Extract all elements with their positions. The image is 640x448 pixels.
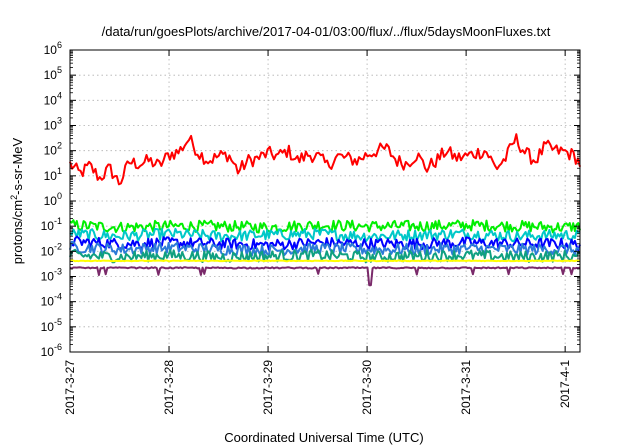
series-line-7 — [69, 259, 581, 263]
y-tick-label: 105 — [44, 65, 62, 82]
x-axis-label: Coordinated Universal Time (UTC) — [224, 430, 423, 445]
series-line-2 — [69, 219, 581, 234]
x-tick-label: 2017-3-28 — [162, 360, 176, 415]
series-line-3 — [69, 227, 581, 243]
y-tick-label: 104 — [44, 90, 62, 107]
y-axis-label-sup: 2 — [9, 195, 19, 200]
grid — [69, 50, 580, 352]
y-tick-label: 10-3 — [41, 267, 62, 284]
series-line-1 — [69, 133, 581, 186]
y-tick-label: 103 — [44, 116, 62, 133]
y-tick-label: 10-2 — [41, 241, 62, 258]
x-tick-label: 2017-3-29 — [261, 360, 275, 415]
y-tick-label: 10-1 — [41, 216, 62, 233]
x-tick-label: 2017-3-31 — [459, 360, 473, 415]
chart-title: /data/run/goesPlots/archive/2017-04-01/0… — [102, 24, 551, 39]
x-tick-label: 2017-4-1 — [558, 360, 572, 408]
y-axis-label-rest: -s-sr-MeV — [10, 137, 25, 194]
y-axis-label-main: protons/cm — [10, 200, 25, 264]
y-tick-label: 10-5 — [41, 317, 62, 334]
y-tick-label: 102 — [44, 141, 62, 158]
series-group — [69, 133, 581, 287]
y-tick-label: 101 — [44, 166, 62, 183]
y-tick-label: 10-4 — [41, 292, 62, 309]
x-tick-label: 2017-3-27 — [63, 360, 77, 415]
x-tick-label: 2017-3-30 — [360, 360, 374, 415]
x-axis: 2017-3-27 2017-3-28 2017-3-29 2017-3-30 2017… — [63, 50, 572, 415]
series-line-8 — [69, 266, 581, 287]
y-axis-label: protons/cm2-s-sr-MeV — [9, 137, 25, 264]
y-tick-label: 10-6 — [41, 342, 62, 359]
y-axis: 10-6 10-5 10-4 10-3 10-2 10-1 100 101 102 103 104 1… — [41, 40, 580, 359]
series-line-5 — [69, 240, 581, 257]
y-tick-label: 106 — [44, 40, 62, 57]
y-tick-label: 100 — [44, 191, 62, 208]
